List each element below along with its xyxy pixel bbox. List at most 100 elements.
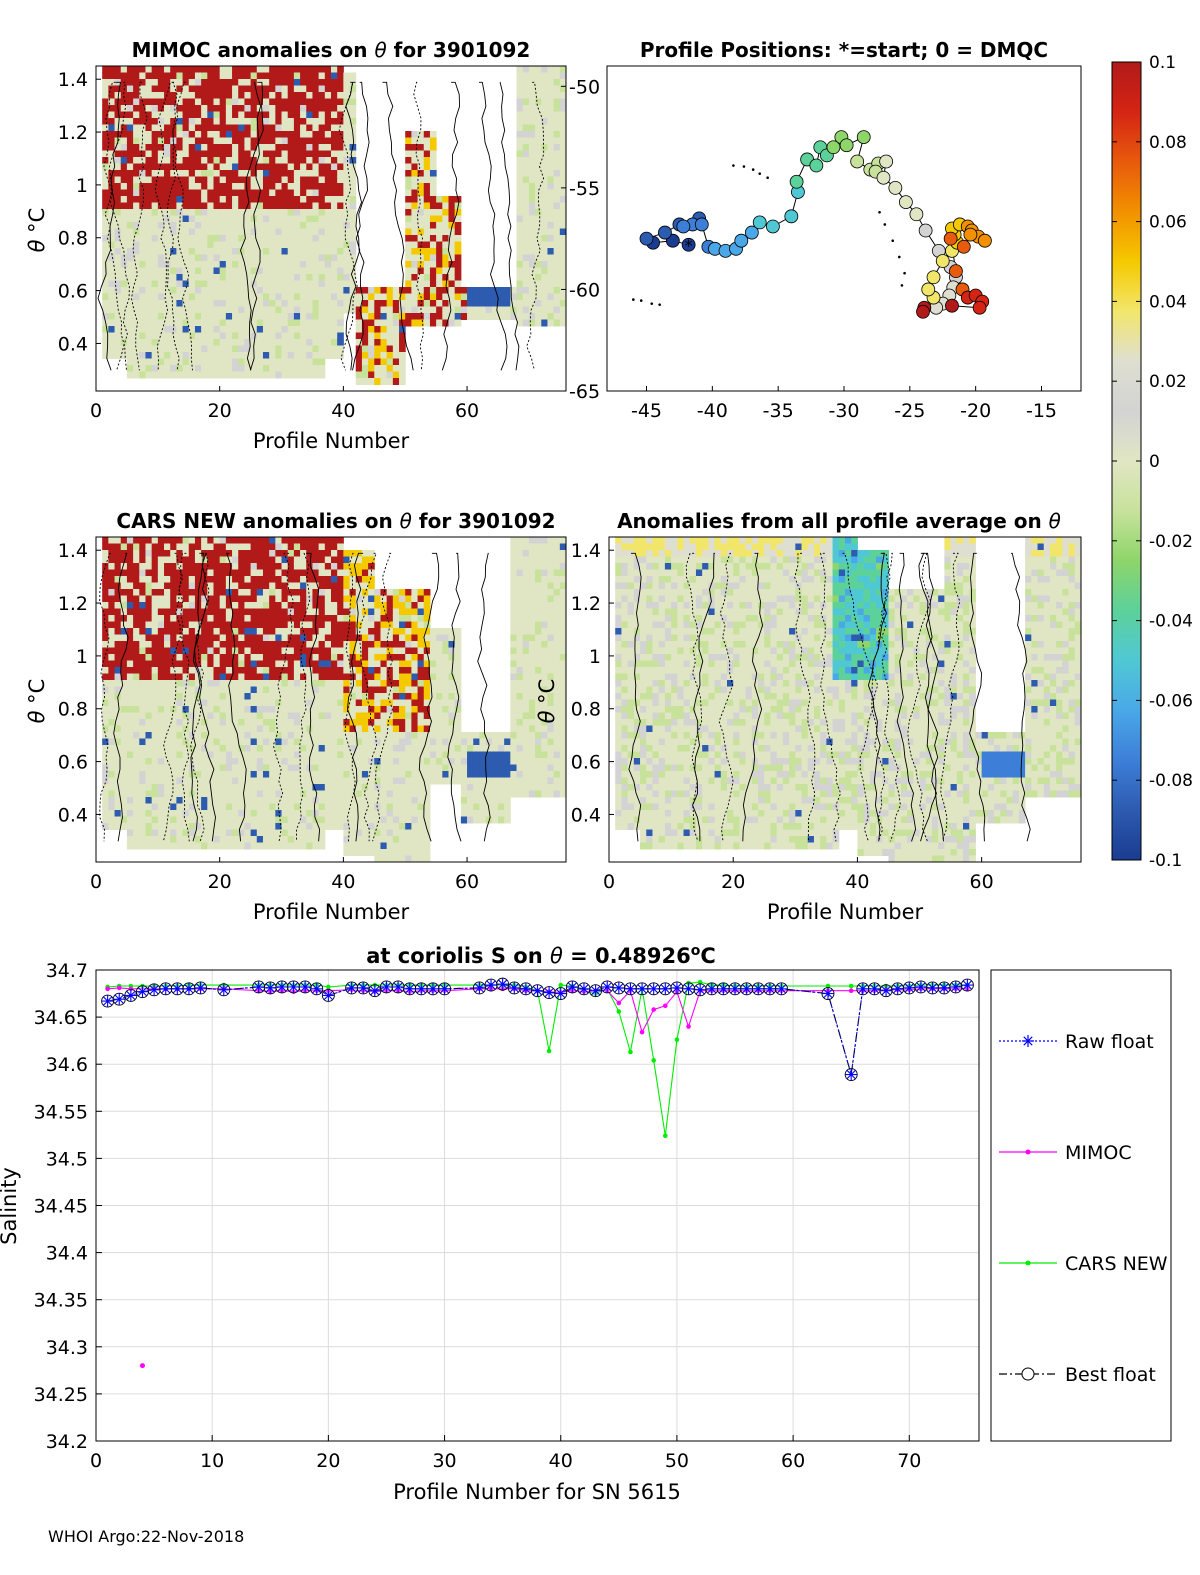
heatmap-cell: [349, 810, 357, 817]
heatmap-cell: [219, 758, 227, 765]
heatmap-cell: [269, 365, 276, 372]
heatmap-cell: [133, 371, 140, 379]
heatmap-cell: [164, 660, 171, 668]
heatmap-cell: [250, 248, 258, 255]
heatmap-cell: [306, 706, 313, 713]
heatmap-cell: [300, 725, 307, 733]
heatmap-cell: [145, 183, 153, 190]
heatmap-cell: [337, 66, 344, 73]
heatmap-cell: [238, 634, 245, 642]
heatmap-cell: [306, 300, 313, 307]
heatmap-cell: [374, 680, 381, 687]
heatmap-cell: [188, 131, 196, 138]
heatmap-cell: [275, 358, 283, 366]
contour-line: [97, 81, 122, 371]
heatmap-cell: [256, 371, 264, 379]
heatmap-cell: [287, 267, 295, 275]
heatmap-cell: [528, 313, 536, 320]
heatmap-cell: [201, 686, 208, 694]
heatmap-cell: [219, 137, 227, 145]
heatmap-cell: [275, 365, 283, 372]
heatmap-cell: [324, 628, 332, 635]
heatmap-cell: [541, 209, 548, 216]
heatmap-cell: [170, 660, 177, 668]
heatmap-cell: [318, 235, 326, 242]
heatmap-cell: [318, 326, 326, 333]
heatmap-cell: [170, 719, 177, 726]
heatmap-cell: [145, 365, 153, 372]
heatmap-cell: [318, 248, 326, 255]
heatmap-cell: [157, 111, 165, 119]
heatmap-cell: [368, 680, 375, 687]
heatmap-cell: [170, 241, 177, 249]
heatmap-cell: [102, 176, 109, 184]
heatmap-cell: [337, 157, 344, 164]
heatmap-cell: [250, 738, 258, 746]
heatmap-cell: [300, 358, 307, 366]
heatmap-cell: [201, 209, 208, 216]
heatmap-cell: [312, 241, 320, 249]
heatmap-cell: [318, 280, 326, 288]
heatmap-cell: [293, 345, 301, 353]
heatmap-cell: [454, 287, 462, 294]
heatmap-cell: [343, 615, 351, 622]
heatmap-cell: [139, 654, 146, 661]
heatmap-cell: [386, 647, 394, 655]
heatmap-cell: [355, 660, 363, 668]
heatmap-cell: [541, 98, 548, 106]
heatmap-cell: [232, 137, 239, 145]
heatmap-cell: [337, 745, 344, 752]
heatmap-cell: [343, 836, 351, 843]
heatmap-cell: [108, 313, 116, 320]
heatmap-cell: [256, 352, 264, 359]
heatmap-cell: [151, 176, 159, 184]
heatmap-cell: [448, 228, 456, 236]
heatmap-cell: [145, 693, 153, 700]
heatmap-cell: [108, 287, 116, 294]
heatmap-cell: [287, 823, 295, 830]
start-marker: *: [685, 236, 693, 255]
heatmap-cell: [250, 634, 258, 642]
heatmap-cell: [182, 131, 190, 138]
heatmap-cell: [219, 634, 227, 642]
heatmap-cell: [139, 797, 146, 804]
heatmap-cell: [164, 836, 171, 843]
heatmap-cell: [126, 563, 134, 570]
heatmap-cell: [559, 222, 567, 229]
heatmap-cell: [170, 576, 177, 583]
heatmap-cell: [151, 576, 159, 583]
heatmap-cell: [528, 92, 536, 99]
heatmap-cell: [293, 124, 301, 132]
heatmap-cell: [126, 358, 134, 366]
heatmap-cell: [411, 150, 419, 158]
heatmap-cell: [188, 215, 196, 223]
heatmap-cell: [522, 183, 530, 190]
heatmap-cell: [170, 712, 177, 720]
heatmap-cell: [151, 628, 159, 635]
heatmap-cell: [114, 261, 122, 268]
heatmap-cell: [126, 576, 134, 583]
heatmap-cell: [232, 150, 239, 158]
heatmap-cell: [528, 306, 536, 314]
heatmap-cell: [126, 621, 134, 629]
heatmap-cell: [207, 582, 214, 590]
heatmap-cell: [355, 842, 363, 850]
heatmap-cell: [225, 569, 233, 577]
heatmap-cell: [262, 209, 270, 216]
heatmap-cell: [244, 654, 252, 661]
heatmap-cell: [176, 267, 184, 275]
heatmap-cell: [256, 293, 264, 301]
heatmap-cell: [176, 823, 184, 830]
heatmap-cell: [120, 72, 128, 80]
heatmap-cell: [188, 66, 196, 73]
heatmap-cell: [126, 319, 134, 327]
heatmap-cell: [275, 326, 283, 333]
heatmap-cell: [102, 569, 109, 577]
heatmap-cell: [343, 274, 351, 281]
heatmap-cell: [219, 215, 227, 223]
heatmap-cell: [225, 660, 233, 668]
heatmap-cell: [262, 816, 270, 824]
heatmap-cell: [164, 274, 171, 281]
heatmap-cell: [225, 111, 233, 119]
heatmap-cell: [541, 267, 548, 275]
